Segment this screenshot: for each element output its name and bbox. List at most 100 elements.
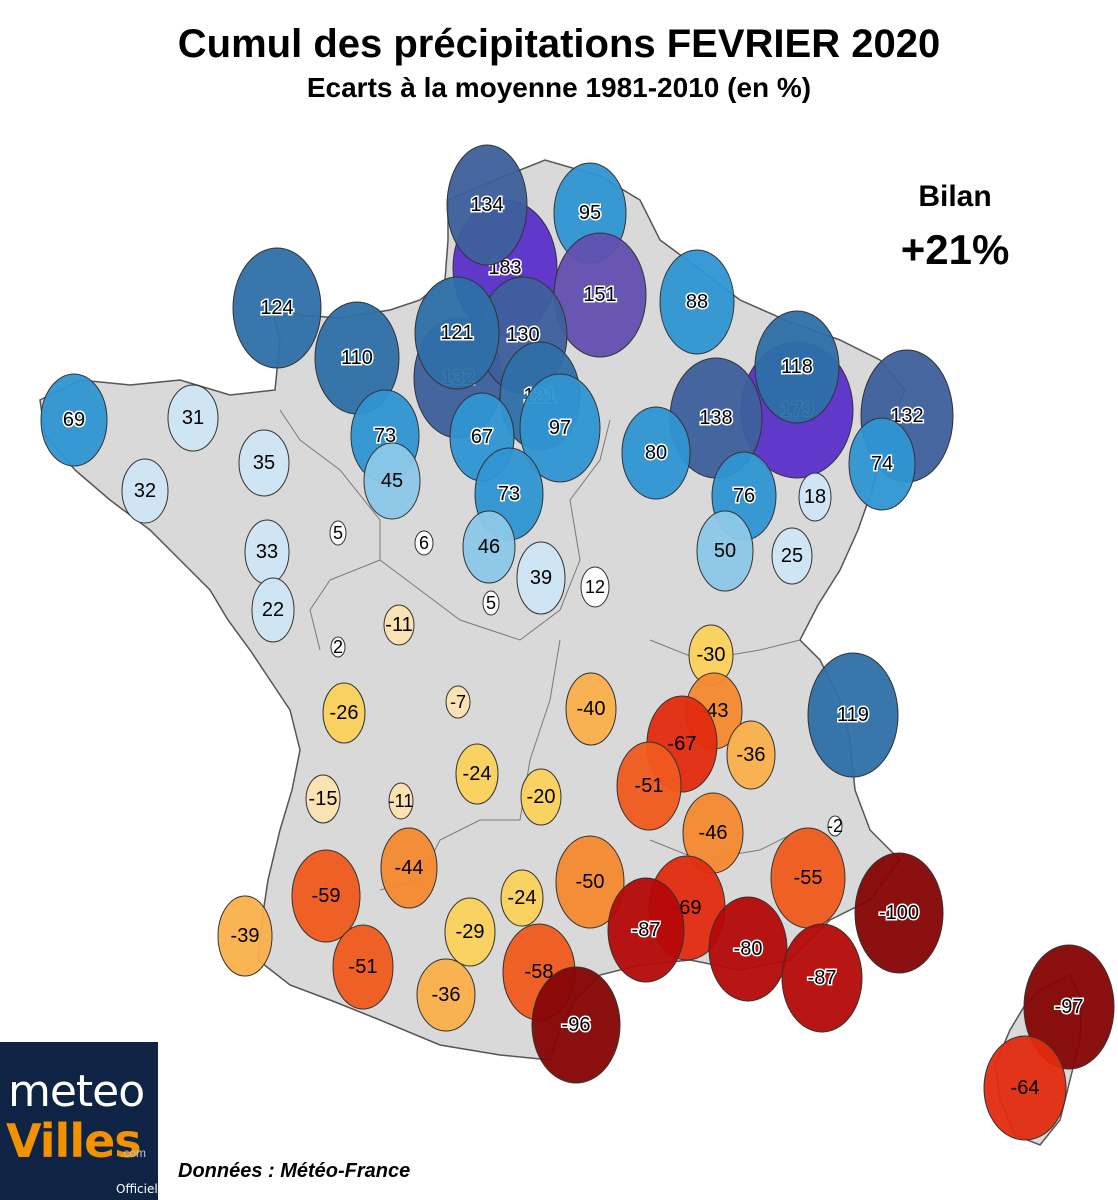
station-bubble-fill bbox=[40, 373, 108, 467]
station-bubble: -24 bbox=[500, 869, 544, 927]
station-value-label: 2 bbox=[333, 637, 343, 657]
station-bubble: -20 bbox=[520, 768, 562, 826]
station-bubble: 97 bbox=[519, 373, 601, 483]
station-bubble: 134 bbox=[446, 144, 528, 266]
station-bubble: -44 bbox=[380, 827, 438, 909]
station-value-label: 73 bbox=[498, 483, 520, 505]
station-bubble: -11 bbox=[383, 604, 415, 646]
station-value-label: -51 bbox=[349, 956, 378, 978]
station-value-label: -36 bbox=[737, 744, 766, 766]
station-value-label: -100 bbox=[879, 902, 919, 924]
station-value-label: 97 bbox=[549, 417, 571, 439]
station-value-label: 39 bbox=[530, 567, 552, 589]
station-value-label: 46 bbox=[478, 536, 500, 558]
station-value-label: 12 bbox=[585, 577, 605, 597]
station-value-label: 80 bbox=[645, 442, 667, 464]
logo-domain: .com bbox=[120, 1146, 147, 1160]
station-bubble: -50 bbox=[555, 835, 625, 929]
station-bubble: -100 bbox=[854, 852, 944, 974]
station-bubble: -55 bbox=[770, 827, 846, 929]
station-value-label: -11 bbox=[385, 614, 412, 636]
station-bubble: 88 bbox=[659, 249, 735, 355]
station-bubble-fill bbox=[291, 849, 361, 943]
station-bubble-fill bbox=[580, 566, 610, 608]
station-bubble: 39 bbox=[516, 541, 566, 615]
station-bubble: 6 bbox=[414, 530, 434, 556]
station-value-label: -30 bbox=[697, 644, 726, 666]
station-bubble: -97 bbox=[1023, 944, 1115, 1070]
station-value-label: 76 bbox=[733, 485, 755, 507]
station-bubbles: 1831349515112488110132130121121971791381… bbox=[40, 144, 1115, 1141]
station-value-label: -59 bbox=[312, 885, 341, 907]
station-bubble: 124 bbox=[232, 247, 322, 369]
station-bubble-fill bbox=[414, 530, 434, 556]
station-bubble: -87 bbox=[607, 877, 685, 983]
station-bubble-fill bbox=[388, 782, 414, 820]
station-bubble: -80 bbox=[708, 896, 788, 1002]
station-bubble-fill bbox=[238, 429, 290, 497]
station-bubble-fill bbox=[555, 835, 625, 929]
station-bubble: 121 bbox=[414, 276, 500, 390]
station-value-label: 132 bbox=[890, 405, 923, 427]
station-value-label: 33 bbox=[256, 541, 278, 563]
meteovilles-logo: meteo Villes .com Officiel bbox=[0, 1042, 158, 1200]
station-value-label: 5 bbox=[486, 593, 496, 613]
station-value-label: -64 bbox=[1011, 1077, 1040, 1099]
station-bubble: -36 bbox=[416, 958, 476, 1032]
station-value-label: -11 bbox=[389, 791, 414, 811]
station-bubble: -40 bbox=[565, 672, 617, 746]
station-bubble: -87 bbox=[781, 923, 863, 1033]
station-value-label: -67 bbox=[668, 733, 697, 755]
station-value-label: 95 bbox=[579, 202, 601, 224]
station-bubble: 119 bbox=[807, 652, 899, 778]
station-value-label: -2 bbox=[827, 816, 843, 836]
station-bubble: 50 bbox=[696, 510, 754, 592]
station-value-label: 69 bbox=[63, 409, 85, 431]
station-bubble-fill bbox=[754, 310, 840, 424]
station-bubble: 32 bbox=[121, 458, 169, 524]
station-bubble: 31 bbox=[167, 384, 219, 452]
station-bubble: -7 bbox=[445, 685, 471, 719]
station-bubble-fill bbox=[305, 774, 341, 824]
station-value-label: 121 bbox=[440, 322, 473, 344]
station-bubble: 69 bbox=[40, 373, 108, 467]
station-bubble: 151 bbox=[553, 232, 647, 358]
station-value-label: -87 bbox=[808, 967, 837, 989]
station-bubble-fill bbox=[444, 897, 496, 967]
station-bubble-fill bbox=[217, 895, 273, 977]
station-value-label: -87 bbox=[632, 919, 661, 941]
station-bubble-fill bbox=[708, 896, 788, 1002]
station-bubble-fill bbox=[854, 852, 944, 974]
station-value-label: 138 bbox=[699, 407, 732, 429]
station-bubble-fill bbox=[798, 472, 832, 522]
station-value-label: 119 bbox=[837, 704, 869, 726]
station-bubble-fill bbox=[621, 406, 691, 500]
station-bubble-fill bbox=[500, 869, 544, 927]
station-bubble: -46 bbox=[682, 792, 744, 874]
logo-line2: Villes bbox=[6, 1114, 142, 1168]
station-bubble-fill bbox=[781, 923, 863, 1033]
station-value-label: -80 bbox=[734, 938, 763, 960]
data-source: Données : Météo-France bbox=[178, 1160, 411, 1182]
station-bubble-fill bbox=[329, 520, 347, 546]
station-value-label: 32 bbox=[134, 480, 156, 502]
station-bubble: 35 bbox=[238, 429, 290, 497]
station-bubble: 2 bbox=[330, 636, 346, 658]
station-bubble: 5 bbox=[482, 590, 500, 616]
station-value-label: 134 bbox=[470, 194, 503, 216]
station-bubble: -51 bbox=[332, 924, 394, 1010]
station-bubble-fill bbox=[232, 247, 322, 369]
station-bubble-fill bbox=[531, 966, 621, 1084]
station-bubble-fill bbox=[807, 652, 899, 778]
station-bubble: 45 bbox=[363, 442, 421, 520]
station-value-label: -58 bbox=[525, 961, 554, 983]
station-bubble-fill bbox=[462, 510, 516, 584]
station-value-label: 88 bbox=[686, 291, 708, 313]
station-bubble-fill bbox=[520, 768, 562, 826]
station-bubble-fill bbox=[455, 743, 499, 805]
station-bubble: -39 bbox=[217, 895, 273, 977]
station-bubble: 12 bbox=[580, 566, 610, 608]
station-value-label: 22 bbox=[262, 599, 284, 621]
station-value-label: 50 bbox=[714, 540, 736, 562]
